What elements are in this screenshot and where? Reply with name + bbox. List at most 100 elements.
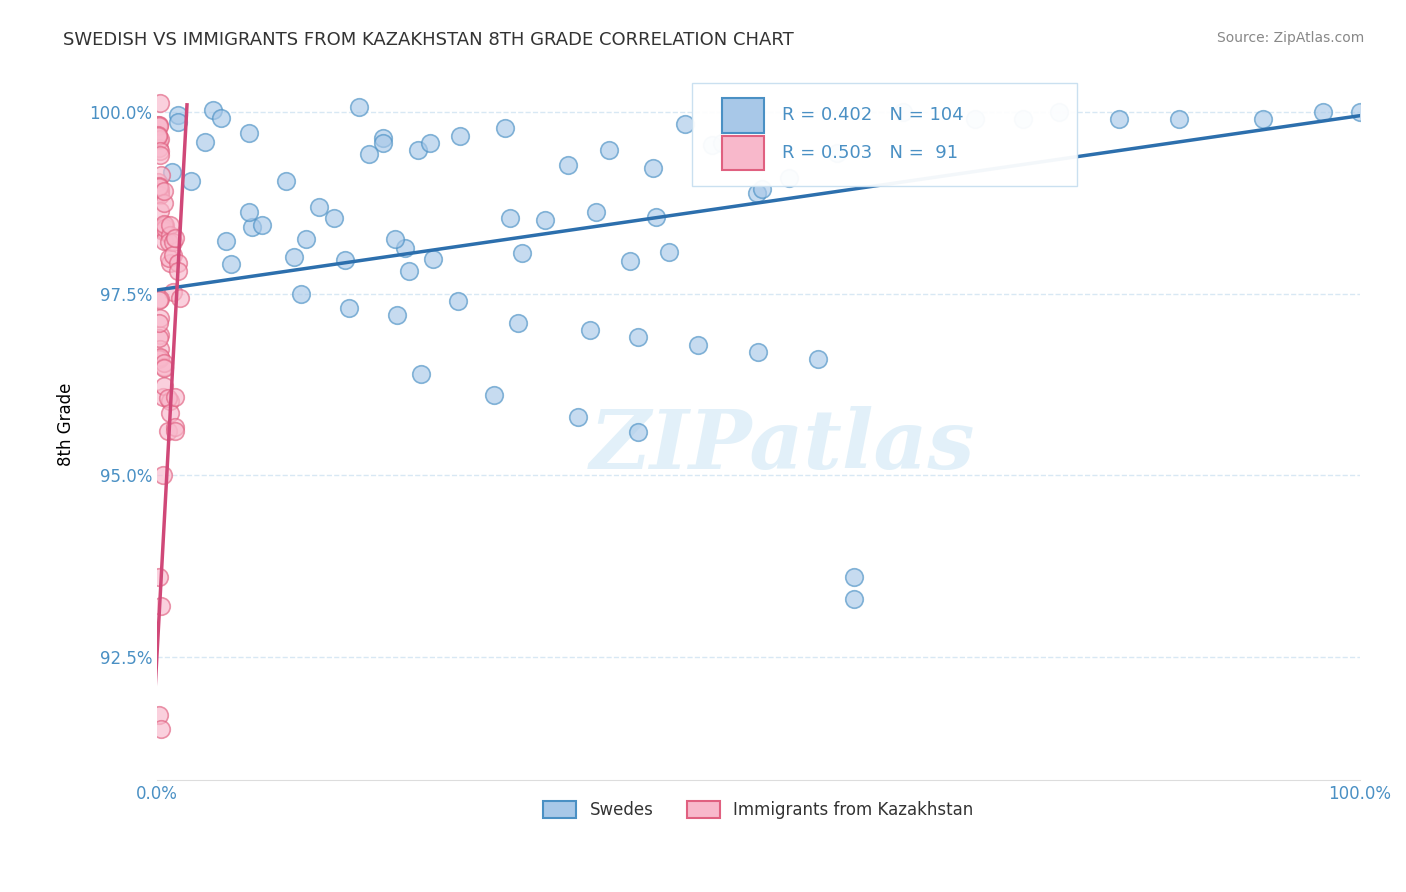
Point	[148, 293, 170, 307]
Point	[152, 224, 174, 238]
Point	[294, 232, 316, 246]
Point	[194, 136, 217, 150]
Point	[747, 344, 769, 359]
Point	[148, 118, 170, 132]
Point	[163, 390, 186, 404]
Point	[384, 232, 406, 246]
Point	[337, 301, 360, 316]
Point	[149, 342, 172, 356]
Point	[398, 264, 420, 278]
Point	[221, 257, 243, 271]
Point	[963, 112, 986, 127]
Point	[149, 95, 172, 110]
Point	[627, 330, 650, 344]
Point	[148, 132, 170, 146]
Point	[148, 178, 170, 193]
Point	[675, 117, 697, 131]
Point	[499, 211, 522, 225]
Point	[387, 309, 409, 323]
Point	[159, 228, 181, 243]
Point	[148, 331, 170, 345]
Text: Source: ZipAtlas.com: Source: ZipAtlas.com	[1216, 31, 1364, 45]
Point	[167, 108, 190, 122]
Point	[825, 145, 848, 160]
Point	[148, 352, 170, 367]
Point	[149, 350, 172, 364]
Text: R = 0.503   N =  91: R = 0.503 N = 91	[782, 145, 959, 162]
Point	[149, 310, 172, 325]
Legend: Swedes, Immigrants from Kazakhstan: Swedes, Immigrants from Kazakhstan	[536, 794, 980, 825]
Point	[149, 292, 172, 306]
Point	[619, 254, 641, 268]
Point	[323, 211, 346, 225]
Point	[153, 219, 176, 233]
Point	[153, 184, 176, 198]
Point	[162, 235, 184, 249]
Point	[807, 352, 830, 367]
Text: SWEDISH VS IMMIGRANTS FROM KAZAKHSTAN 8TH GRADE CORRELATION CHART: SWEDISH VS IMMIGRANTS FROM KAZAKHSTAN 8T…	[63, 31, 794, 49]
Point	[585, 205, 607, 219]
Point	[357, 146, 380, 161]
Point	[688, 337, 710, 351]
Point	[163, 231, 186, 245]
Point	[534, 213, 557, 227]
Point	[149, 168, 172, 182]
Point	[1253, 112, 1275, 127]
Point	[844, 570, 866, 584]
Point	[146, 186, 169, 201]
Point	[153, 361, 176, 376]
Point	[494, 120, 516, 135]
Point	[149, 185, 172, 199]
Point	[148, 570, 170, 584]
Point	[274, 174, 297, 188]
Point	[333, 252, 356, 267]
Point	[180, 173, 202, 187]
Point	[162, 248, 184, 262]
Point	[157, 235, 180, 249]
Point	[152, 357, 174, 371]
Point	[751, 182, 773, 196]
Point	[1348, 105, 1371, 120]
Point	[406, 143, 429, 157]
Point	[148, 328, 170, 343]
Point	[149, 132, 172, 146]
Point	[149, 182, 172, 196]
Point	[167, 264, 190, 278]
Point	[152, 359, 174, 374]
Point	[506, 316, 529, 330]
Point	[167, 115, 190, 129]
Point	[1011, 112, 1033, 127]
Text: ZIPatlas: ZIPatlas	[589, 406, 974, 486]
Point	[153, 378, 176, 392]
Text: R = 0.402   N = 104: R = 0.402 N = 104	[782, 106, 965, 125]
Point	[152, 390, 174, 404]
Point	[371, 136, 394, 150]
Point	[645, 210, 668, 224]
Point	[149, 723, 172, 737]
Point	[201, 103, 224, 117]
Point	[209, 111, 232, 125]
Point	[371, 131, 394, 145]
Point	[290, 286, 312, 301]
Point	[598, 143, 620, 157]
Point	[148, 175, 170, 189]
Point	[149, 203, 172, 218]
Point	[700, 137, 723, 152]
Point	[149, 148, 172, 162]
Point	[643, 161, 665, 175]
Point	[658, 244, 681, 259]
Point	[149, 188, 172, 202]
Point	[1108, 112, 1130, 127]
Point	[153, 220, 176, 235]
Point	[159, 256, 181, 270]
Point	[411, 367, 433, 381]
Point	[156, 391, 179, 405]
Point	[165, 419, 187, 434]
Point	[482, 388, 505, 402]
Point	[1168, 112, 1191, 127]
Point	[449, 128, 471, 143]
Point	[159, 219, 181, 233]
Point	[152, 468, 174, 483]
Point	[1047, 105, 1070, 120]
Point	[747, 186, 769, 200]
